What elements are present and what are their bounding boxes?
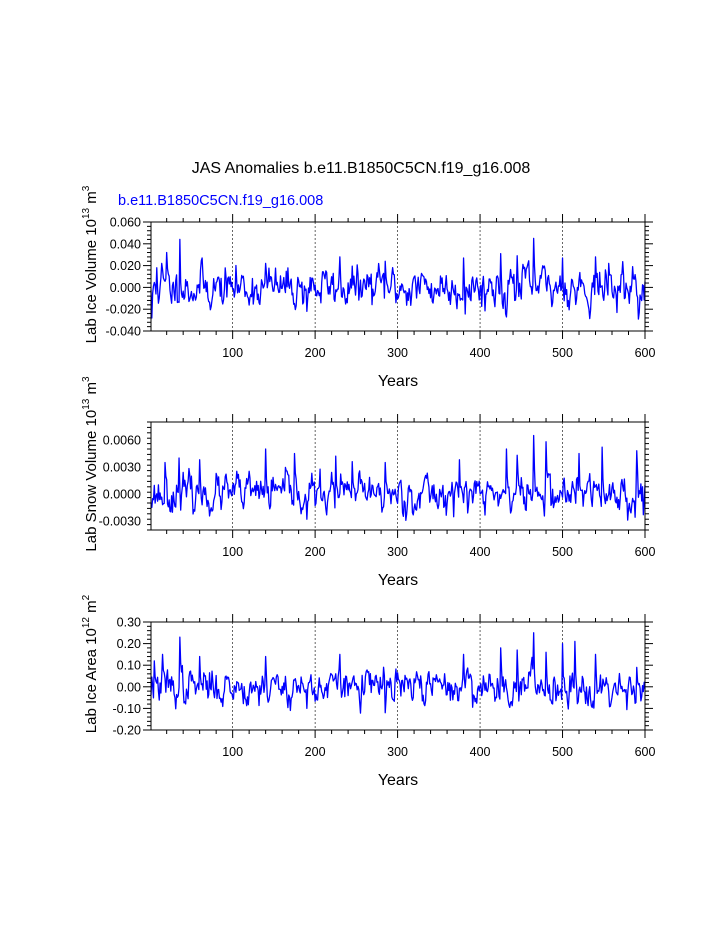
- y-axis-label-part: m: [83, 191, 100, 208]
- x-tick-label: 100: [222, 346, 243, 360]
- x-tick-label: 500: [552, 745, 573, 759]
- x-tick-label: 400: [470, 745, 491, 759]
- y-axis-label-superscript: 3: [81, 376, 92, 382]
- panel-lab-ice-area: -0.20 -0.10 0.00 0.10 0.20 0.30 100 200 300 400 50…: [81, 594, 655, 789]
- y-tick-label: 0.0060: [103, 434, 141, 448]
- x-axis-label: Years: [378, 772, 418, 789]
- panel-lab-snow-volume: -0.0030 0.0000 0.0030 0.0060 100 200 300 400 500…: [81, 376, 655, 589]
- y-axis-label-superscript: 2: [81, 594, 92, 600]
- y-tick-label: 0.000: [110, 281, 141, 295]
- y-axis-label-superscript: 12: [81, 617, 92, 629]
- x-axis-label: Years: [378, 373, 418, 390]
- y-tick-label: -0.020: [106, 303, 141, 317]
- y-tick-label: 0.020: [110, 259, 141, 273]
- y-axis-label: Lab Ice Volume 1013 m3: [81, 185, 100, 343]
- x-tick-label: 100: [222, 745, 243, 759]
- series-line: [150, 434, 646, 522]
- y-axis-label-part: Lab Snow Volume 10: [83, 410, 100, 552]
- y-axis-label-part: m: [83, 600, 100, 617]
- y-tick-label: -0.0030: [99, 515, 141, 529]
- y-tick-label: 0.040: [110, 237, 141, 251]
- x-tick-label: 100: [222, 545, 243, 559]
- x-axis-label: Years: [378, 572, 418, 589]
- y-tick-label: 0.00: [117, 680, 141, 694]
- y-tick-label: 0.30: [117, 616, 141, 630]
- y-tick-label: -0.20: [113, 724, 142, 738]
- panel-lab-ice-volume: -0.040 -0.020 0.000 0.020 0.040 0.060 100 200 30…: [81, 185, 655, 390]
- x-tick-label: 200: [305, 545, 326, 559]
- x-tick-label: 200: [305, 745, 326, 759]
- y-axis-label-part: m: [83, 382, 100, 399]
- x-tick-label: 600: [635, 545, 656, 559]
- y-tick-label: -0.10: [113, 702, 142, 716]
- figure-title: JAS Anomalies b.e11.B1850C5CN.f19_g16.00…: [192, 160, 531, 177]
- x-tick-label: 600: [635, 346, 656, 360]
- y-axis-label-superscript: 13: [81, 207, 92, 219]
- x-tick-label: 200: [305, 346, 326, 360]
- y-axis-label: Lab Snow Volume 1013 m3: [81, 376, 100, 552]
- y-axis-label-part: Lab Ice Volume 10: [83, 219, 100, 343]
- series-line: [150, 632, 646, 714]
- y-tick-label: 0.0030: [103, 461, 141, 475]
- y-axis-label-superscript: 3: [81, 185, 92, 191]
- series-line: [150, 237, 646, 320]
- case-label: b.e11.B1850C5CN.f19_g16.008: [118, 193, 323, 209]
- y-tick-label: 0.20: [117, 637, 141, 651]
- x-tick-label: 300: [387, 346, 408, 360]
- y-axis-label-part: Lab Ice Area 10: [83, 628, 100, 733]
- x-tick-label: 600: [635, 745, 656, 759]
- y-tick-label: 0.060: [110, 216, 141, 230]
- y-tick-label: 0.0000: [103, 488, 141, 502]
- y-axis-label-superscript: 13: [81, 398, 92, 410]
- y-tick-label: 0.10: [117, 659, 141, 673]
- y-tick-label: -0.040: [106, 325, 141, 339]
- x-tick-label: 500: [552, 545, 573, 559]
- x-tick-label: 400: [470, 545, 491, 559]
- x-tick-label: 500: [552, 346, 573, 360]
- y-axis-label: Lab Ice Area 1012 m2: [81, 594, 100, 733]
- x-tick-label: 300: [387, 545, 408, 559]
- x-tick-label: 300: [387, 745, 408, 759]
- x-tick-label: 400: [470, 346, 491, 360]
